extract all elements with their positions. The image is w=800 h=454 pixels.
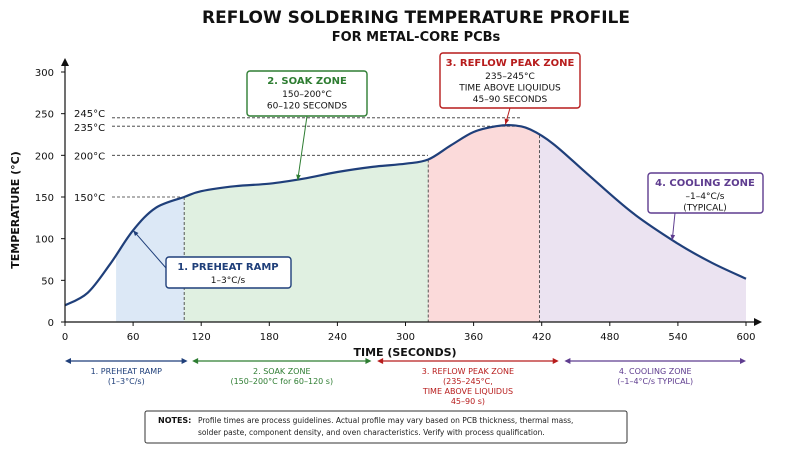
zone-bar-arrow-left-reflow [377,358,384,364]
callout-box-preheat [165,256,292,289]
callout-line-soak-0: 150–200°C [282,90,332,100]
zone-fill-reflow [428,125,540,322]
callout-title-reflow: 3. REFLOW PEAK ZONE [446,58,575,69]
chart-subtitle: FOR METAL-CORE PCBs [332,30,501,45]
zone-bar-arrow-left-preheat [65,358,71,364]
y-tick-label-150: 150 [35,193,54,204]
callout-line-reflow-2: 45–90 SECONDS [473,95,548,105]
callout-arrow-reflow [504,118,510,125]
zone-bar-cooling: 4. COOLING ZONE(–1–4°C/s TYPICAL) [564,358,746,386]
y-tick-label-100: 100 [35,235,54,246]
x-tick-label-120: 120 [192,332,211,343]
y-axis-label: TEMPERATURE (°C) [9,151,22,269]
callout-line-reflow-1: TIME ABOVE LIQUIDUS [458,84,561,94]
zone-bar-arrow-right-soak [365,358,372,364]
x-tick-label-60: 60 [127,332,140,343]
zone-bar-title-cooling: 4. COOLING ZONE [619,367,692,376]
notes-box: NOTES: Profile times are process guideli… [144,410,628,444]
callout-line-soak-1: 60–120 SECONDS [267,102,347,112]
callout-cooling: 4. COOLING ZONE –1–4°C/s (TYPICAL) [647,172,764,241]
x-axis-label: TIME (SECONDS) [353,346,456,359]
callout-leader-soak [297,115,308,181]
zone-bar-line-text-reflow-2: 45–90 s) [451,397,485,406]
callout-reflow: 3. REFLOW PEAK ZONE 235–245°C TIME ABOVE L… [439,52,581,125]
x-tick-label-240: 240 [328,332,347,343]
notes-line-2: solder paste, component density, and ove… [198,428,545,437]
zone-bar-line-text-soak-0: (150–200°C for 60–120 s) [230,377,333,386]
y-tick-label-200: 200 [35,151,54,162]
zone-bar-arrow-right-preheat [181,358,188,364]
callout-title-preheat: 1. PREHEAT RAMP [177,262,278,273]
callout-arrow-preheat [133,230,139,237]
temperature-curve [64,123,747,307]
callout-title-cooling: 4. COOLING ZONE [655,178,755,189]
ref-label-235: 235°C [74,123,105,134]
x-tick-label-360: 360 [464,332,483,343]
callout-preheat: 1. PREHEAT RAMP 1–3°C/s [132,230,292,289]
zone-bar-line-text-reflow-1: TIME ABOVE LIQUIDUS [422,387,513,396]
zone-bar-soak: 2. SOAK ZONE(150–200°C for 60–120 s) [192,358,372,386]
callout-soak: 2. SOAK ZONE 150–200°C 60–120 SECONDS [246,70,368,181]
callout-title-soak: 2. SOAK ZONE [267,76,347,87]
notes-label: NOTES: [158,416,191,425]
zone-bar-title-soak: 2. SOAK ZONE [253,367,311,376]
callout-arrow-soak [296,174,301,181]
zone-bar-title-reflow: 3. REFLOW PEAK ZONE [422,367,514,376]
y-tick-label-50: 50 [41,276,54,287]
x-tick-label-420: 420 [532,332,551,343]
zone-bar-reflow: 3. REFLOW PEAK ZONE(235–245°C,TIME ABOVE… [377,358,559,406]
y-tick-label-0: 0 [48,318,54,329]
callout-arrow-cooling [670,234,676,241]
zone-bar-title-preheat: 1. PREHEAT RAMP [91,367,163,376]
zone-bar-line-text-cooling-0: (–1–4°C/s TYPICAL) [617,377,693,386]
y-axis-arrow [61,58,69,66]
ref-label-150: 150°C [74,193,105,204]
callout-box-reflow [439,52,581,109]
zone-bar-line-text-reflow-0: (235–245°C, [443,377,493,386]
x-tick-label-600: 600 [736,332,755,343]
x-tick-label-180: 180 [260,332,279,343]
zone-bar-preheat: 1. PREHEAT RAMP(1–3°C/s) [65,358,188,386]
chart-title: REFLOW SOLDERING TEMPERATURE PROFILE [202,8,630,28]
zone-bar-arrow-left-soak [192,358,199,364]
x-tick-label-0: 0 [62,332,68,343]
x-tick-label-540: 540 [668,332,687,343]
zone-bar-line-text-preheat-0: (1–3°C/s) [108,377,145,386]
zone-bar-arrow-right-cooling [740,358,746,364]
ref-label-200: 200°C [74,151,105,162]
callout-leader-preheat [132,230,167,269]
callout-box-cooling [647,172,764,214]
callout-line-cooling-0: –1–4°C/s [686,192,725,202]
x-axis-arrow [754,318,762,326]
callout-line-cooling-1: (TYPICAL) [683,204,727,214]
callout-line-preheat-0: 1–3°C/s [211,276,246,286]
notes-line-1: Profile times are process guidelines. Ac… [198,416,573,425]
callout-line-reflow-0: 235–245°C [485,72,535,82]
ref-label-245: 245°C [74,109,105,120]
zone-bar-arrow-left-cooling [564,358,571,364]
x-tick-label-300: 300 [396,332,415,343]
callout-box-soak [246,70,368,117]
y-tick-label-300: 300 [35,68,54,79]
y-tick-label-250: 250 [35,110,54,121]
zone-bar-arrow-right-reflow [552,358,559,364]
x-tick-label-480: 480 [600,332,619,343]
